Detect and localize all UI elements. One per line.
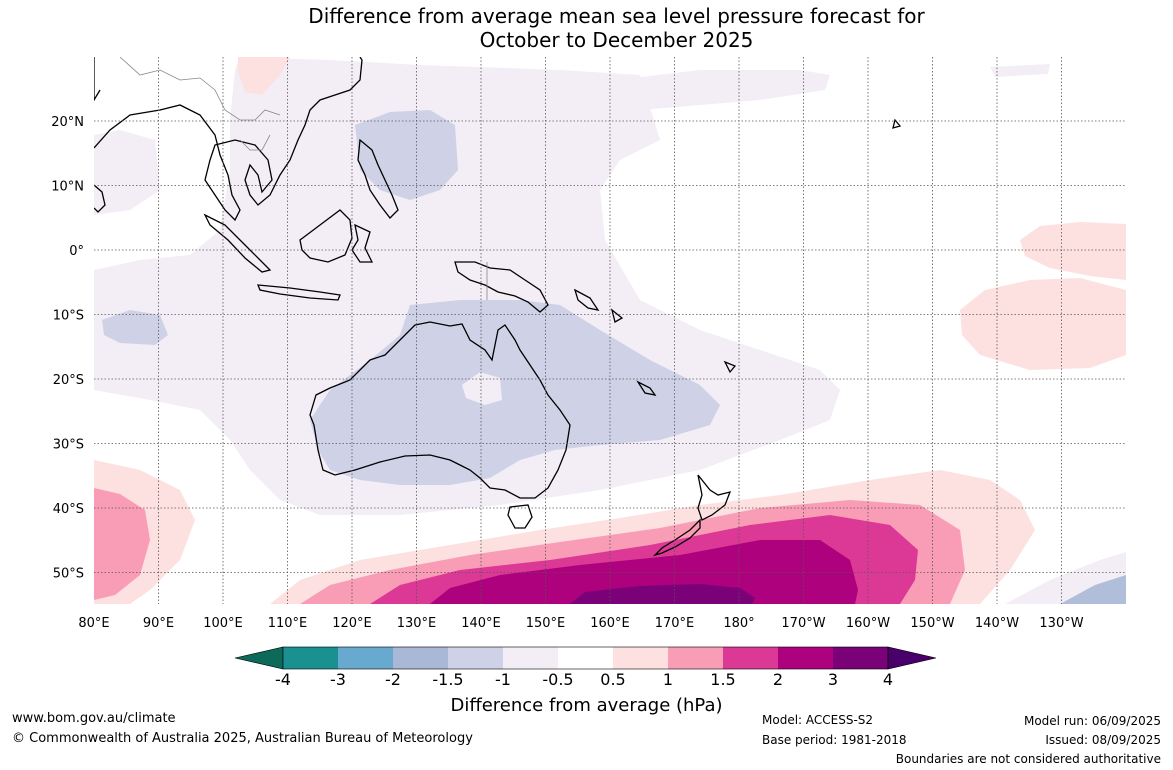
- borneo-coastline: [299, 209, 353, 263]
- colorbar-tick-label: 4: [882, 670, 894, 689]
- anomaly-plus-0.5-east-south: [960, 278, 1126, 370]
- sri-lanka-coastline: [94, 184, 106, 213]
- colorbar-tick-label: -1.5: [432, 670, 464, 689]
- tasmania-coastline: [507, 504, 533, 529]
- colorbar-swatch: [558, 647, 613, 669]
- anomaly-plus-0.5-northwest: [238, 57, 290, 95]
- longitude-label: 170°W: [781, 616, 825, 631]
- colorbar-tick-label: -3: [330, 670, 346, 689]
- latitude-label: 0°: [69, 244, 84, 259]
- australia-coastline: [309, 321, 571, 499]
- footer-model: Model: ACCESS-S2: [762, 713, 874, 727]
- colorbar-swatch: [778, 647, 833, 669]
- graticule: [94, 57, 1126, 604]
- longitude-label: 150°W: [910, 616, 954, 631]
- new-zealand-south-coastline: [652, 518, 701, 557]
- colorbar-tick-label: 1: [662, 670, 674, 689]
- colorbar-swatch: [393, 647, 448, 669]
- latitude-label: 30°S: [53, 438, 84, 453]
- colorbar: [234, 646, 937, 670]
- latitude-label: 10°N: [51, 180, 84, 195]
- country-borders: [119, 57, 488, 300]
- colorbar-arrow-low: [234, 646, 284, 670]
- anomaly-minus-1-central-gap: [462, 372, 502, 405]
- colorbar-swatch: [613, 647, 668, 669]
- longitude-label: 150°E: [526, 616, 566, 631]
- india-coastline: [94, 57, 101, 102]
- latitude-label: 10°S: [53, 309, 84, 324]
- mainland-asia-coastline: [94, 57, 363, 222]
- colorbar-arrow-high: [887, 646, 937, 670]
- colorbar-tick-label: 3: [827, 670, 839, 689]
- longitude-label: 90°E: [143, 616, 174, 631]
- anomaly-plus-3-southern-ocean: [570, 584, 755, 604]
- longitude-label: 100°E: [203, 616, 243, 631]
- colorbar-swatch: [503, 647, 558, 669]
- latitude-label: 40°S: [53, 502, 84, 517]
- title-line-2: October to December 2025: [479, 28, 754, 52]
- anomaly-plus-1-southwest: [94, 488, 150, 600]
- longitude-label: 80°E: [78, 616, 109, 631]
- longitude-label: 120°E: [332, 616, 372, 631]
- colorbar-outline: [282, 646, 889, 670]
- sumatra-coastline: [203, 213, 272, 273]
- anomaly-minus-1-philippines: [355, 110, 458, 200]
- longitude-label: 130°W: [1039, 616, 1083, 631]
- longitude-label: 140°E: [461, 616, 501, 631]
- longitude-labels: 80°E 90°E 100°E 110°E 120°E 130°E 140°E 150°E 16…: [78, 616, 1083, 631]
- anomaly-plus-0.5-east-equator: [1020, 222, 1126, 280]
- latitude-labels: 20°N 10°N 0° 10°S 20°S 30°S 40°S 50°S: [51, 115, 84, 582]
- latitude-label: 50°S: [53, 567, 84, 582]
- colorbar-tick-label: 1.5: [710, 670, 736, 689]
- footer-base-period: Base period: 1981-2018: [762, 733, 907, 747]
- anomaly-plus-2-southern-ocean: [430, 540, 858, 604]
- colorbar-swatch: [448, 647, 503, 669]
- longitude-label: 110°E: [268, 616, 308, 631]
- anomaly-minus-1-southeast: [1060, 575, 1126, 604]
- footer-issued: Issued: 08/09/2025: [1045, 733, 1161, 747]
- new-guinea-coastline: [454, 261, 549, 313]
- longitude-label: 130°E: [397, 616, 437, 631]
- longitude-label: 160°W: [846, 616, 890, 631]
- java-coastline: [257, 284, 341, 301]
- footer-copyright: © Commonwealth of Australia 2025, Austra…: [12, 731, 473, 746]
- colorbar-tick-label: -0.5: [542, 670, 574, 689]
- anomaly-minus-1-indianocean: [102, 310, 168, 345]
- map-area: [94, 57, 1126, 604]
- longitude-label: 180°: [723, 616, 754, 631]
- longitude-label: 140°W: [975, 616, 1019, 631]
- anomaly-minus-0.5-farnorth: [990, 64, 1050, 77]
- philippines-coastline: [357, 138, 399, 219]
- anomaly-minus-1-australia: [310, 300, 720, 485]
- longitude-label: 170°E: [655, 616, 695, 631]
- colorbar-tick-label: 2: [772, 670, 784, 689]
- title-line-1: Difference from average mean sea level p…: [308, 4, 925, 28]
- latitude-label: 20°S: [53, 373, 84, 388]
- colorbar-tick-label: -2: [385, 670, 401, 689]
- footer-model-run: Model run: 06/09/2025: [1023, 714, 1161, 728]
- sulawesi-coastline: [351, 223, 374, 263]
- footer-website[interactable]: www.bom.gov.au/climate: [12, 711, 176, 726]
- colorbar-title: Difference from average (hPa): [450, 695, 723, 716]
- coastlines: [94, 57, 902, 557]
- latitude-label: 20°N: [51, 115, 84, 130]
- anomaly-minus-0.5-northeast: [615, 70, 830, 110]
- colorbar-swatch: [723, 647, 778, 669]
- pacific-islands-outline: [573, 118, 902, 396]
- colorbar-swatch: [668, 647, 723, 669]
- colorbar-swatch: [283, 647, 338, 669]
- colorbar-swatch: [833, 647, 888, 669]
- longitude-label: 160°E: [590, 616, 630, 631]
- colorbar-swatch: [338, 647, 393, 669]
- map-title: Difference from average mean sea level p…: [0, 4, 1173, 52]
- colorbar-tick-label: -1: [495, 670, 511, 689]
- footer-disclaimer: Boundaries are not considered authoritat…: [895, 752, 1161, 766]
- colorbar-tick-label: -4: [275, 670, 291, 689]
- anomaly-minus-0.5-north: [94, 57, 160, 215]
- new-zealand-north-coastline: [697, 474, 732, 521]
- colorbar-tick-label: 0.5: [600, 670, 626, 689]
